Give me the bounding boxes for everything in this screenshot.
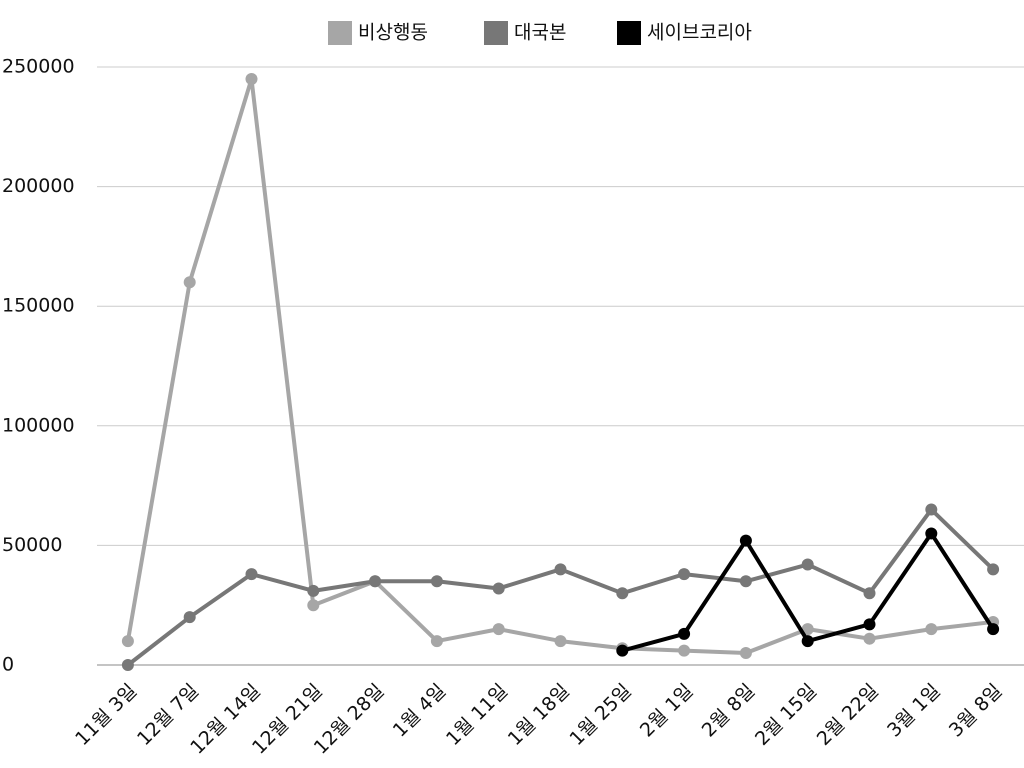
data-point (801, 635, 814, 648)
data-point (678, 644, 691, 657)
legend-label: 세이브코리아 (647, 22, 752, 44)
data-point (925, 623, 938, 636)
data-point (430, 575, 443, 588)
x-tick-label: 1월 4일 (389, 680, 451, 742)
x-tick-label: 2월 22일 (813, 680, 883, 750)
x-tick-label: 2월 15일 (751, 680, 821, 750)
legend-label: 비상행동 (358, 22, 428, 44)
data-point (739, 534, 752, 547)
data-point (925, 503, 938, 516)
data-point (183, 276, 196, 289)
data-point (554, 635, 567, 648)
x-tick-label: 1월 18일 (504, 680, 574, 750)
y-tick-label: 100000 (2, 414, 75, 436)
data-point (987, 623, 1000, 636)
data-point (307, 584, 320, 597)
x-tick-label: 1월 11일 (442, 680, 512, 750)
data-point (801, 558, 814, 571)
x-tick-label: 3월 1일 (883, 680, 945, 742)
x-tick-label: 3월 8일 (945, 680, 1007, 742)
data-point (430, 635, 443, 648)
y-tick-label: 150000 (2, 295, 75, 317)
data-point (925, 527, 938, 540)
data-point (245, 72, 258, 85)
data-point (245, 568, 258, 581)
data-point (863, 618, 876, 631)
data-point (678, 568, 691, 581)
data-point (678, 627, 691, 640)
data-point (863, 632, 876, 645)
x-tick-label: 2월 8일 (698, 680, 760, 742)
data-point (554, 563, 567, 576)
data-point (492, 582, 505, 595)
data-point (987, 563, 1000, 576)
data-point (183, 611, 196, 624)
data-point (739, 647, 752, 660)
x-tick-label: 2월 1일 (636, 680, 698, 742)
legend-label: 대국본 (514, 22, 566, 44)
legend-swatch (617, 21, 641, 45)
data-point (739, 575, 752, 588)
data-point (616, 587, 629, 600)
y-tick-label: 250000 (2, 56, 75, 78)
data-point (492, 623, 505, 636)
legend-swatch (484, 21, 508, 45)
x-tick-label: 11월 3일 (71, 680, 141, 750)
data-point (801, 623, 814, 636)
data-point (307, 599, 320, 612)
legend-swatch (328, 21, 352, 45)
x-tick-label: 1월 25일 (566, 680, 636, 750)
data-point (121, 659, 134, 671)
data-point (616, 644, 629, 657)
y-tick-label: 0 (2, 654, 14, 676)
y-tick-label: 50000 (2, 534, 62, 556)
data-point (121, 635, 134, 648)
data-point (369, 575, 382, 588)
data-point (863, 587, 876, 600)
y-tick-label: 200000 (2, 175, 75, 197)
